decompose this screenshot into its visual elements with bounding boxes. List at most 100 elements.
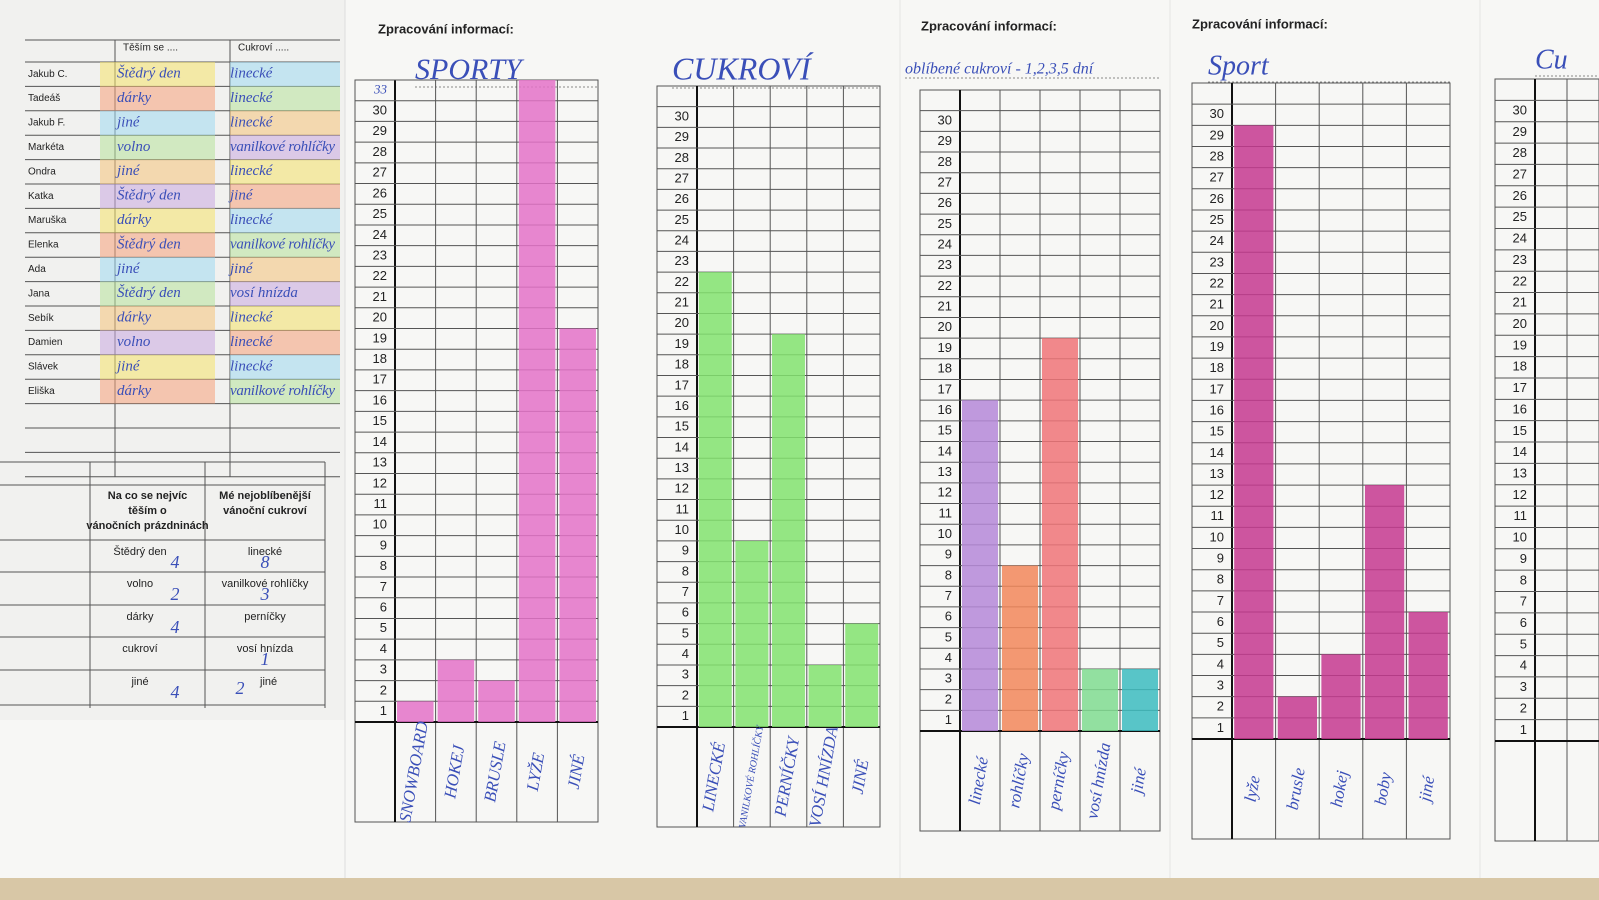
y-tick-label: 3 — [380, 662, 387, 677]
y-tick-label: 6 — [1520, 615, 1527, 630]
y-tick-label: 1 — [1520, 722, 1527, 737]
y-tick-label: 30 — [938, 112, 952, 127]
crayon — [100, 184, 215, 209]
y-tick-label: 4 — [380, 641, 387, 656]
answer: jiné — [115, 114, 141, 130]
category-label: jiné — [1127, 765, 1151, 797]
crayon — [230, 306, 340, 331]
summary-header: Na co se nejvíc těším o vánočních prázdnin… — [86, 490, 209, 532]
y-tick-label: 27 — [938, 174, 952, 189]
y-tick-label: 4 — [682, 646, 689, 661]
bar — [735, 540, 769, 727]
y-tick-label: 22 — [938, 278, 952, 293]
column-header: Cukroví ..... — [238, 43, 289, 54]
y-tick-label: 30 — [1210, 106, 1224, 121]
crayon — [100, 86, 215, 111]
name: Ada — [28, 264, 46, 275]
item: linecké — [248, 546, 282, 558]
y-tick-label: 22 — [1513, 273, 1527, 288]
y-tick-label: 15 — [1210, 424, 1224, 439]
y-tick-label: 8 — [945, 567, 952, 582]
y-tick-label: 12 — [373, 475, 387, 490]
y-tick-label: 18 — [1513, 359, 1527, 374]
y-tick-label: 1 — [945, 712, 952, 727]
answer: vanilkové rohlíčky — [230, 383, 335, 399]
y-tick-label: 4 — [1520, 658, 1527, 673]
chart-frame — [656, 85, 881, 828]
chart-title: Sport — [1208, 50, 1270, 81]
item: Štědrý den — [113, 545, 166, 558]
y-tick-label: 29 — [1513, 124, 1527, 139]
y-tick-label: 14 — [938, 443, 952, 458]
y-tick-label: 5 — [380, 620, 387, 635]
y-tick-label: 27 — [373, 165, 387, 180]
category-label: jiné — [1415, 773, 1439, 805]
answer: jiné — [228, 188, 254, 204]
answer: vosí hnízda — [230, 285, 298, 301]
answer: volno — [117, 139, 151, 155]
crayon — [100, 110, 215, 136]
y-tick-label: 18 — [938, 361, 952, 376]
y-tick-label: 14 — [675, 439, 689, 454]
y-tick-label: 8 — [380, 558, 387, 573]
bar — [962, 400, 998, 731]
y-tick-label: 1 — [682, 708, 689, 723]
y-tick-label: 11 — [1211, 508, 1225, 523]
category-label: lyže — [1241, 774, 1264, 804]
answer: linecké — [230, 334, 274, 350]
y-tick-label: 14 — [373, 434, 387, 449]
name: Damien — [28, 337, 62, 348]
name: Sebík — [28, 313, 55, 324]
answer: Štědrý den — [117, 235, 181, 252]
heading: Zpracování informací: — [921, 18, 1057, 33]
y-tick-label: 12 — [1513, 487, 1527, 502]
y-tick-label: 11 — [676, 501, 690, 516]
answer: linecké — [230, 310, 274, 326]
name: Maruška — [28, 215, 67, 226]
y-tick-label: 18 — [1210, 360, 1224, 375]
name: Eliška — [28, 386, 55, 397]
y-tick-label: 16 — [1513, 401, 1527, 416]
y-tick-label: 15 — [675, 419, 689, 434]
y-tick-label: 26 — [938, 195, 952, 210]
y-tick-label: 8 — [1520, 572, 1527, 587]
y-tick-label: 24 — [1210, 233, 1224, 248]
y-tick-label: 5 — [1217, 635, 1224, 650]
y-tick-label: 29 — [373, 123, 387, 138]
y-tick-label: 28 — [1210, 149, 1224, 164]
y-tick-label: 2 — [945, 691, 952, 706]
bar — [808, 664, 842, 727]
y-tick-label: 27 — [1513, 167, 1527, 182]
answer: jiné — [228, 261, 254, 277]
y-tick-label: 22 — [373, 268, 387, 283]
crayon — [230, 281, 340, 306]
bar — [559, 328, 596, 722]
y-tick-label: 28 — [938, 154, 952, 169]
chart-title: CUKROVÍ — [672, 50, 814, 86]
y-tick-label: 16 — [675, 398, 689, 413]
y-tick-label: 10 — [1513, 530, 1527, 545]
y-tick-label: 23 — [938, 257, 952, 272]
y-tick-label: 24 — [1513, 231, 1527, 246]
bar — [845, 623, 879, 727]
y-tick-label: 26 — [1210, 191, 1224, 206]
crayon — [100, 232, 215, 258]
y-tick-label: 19 — [1513, 337, 1527, 352]
count: 8 — [261, 552, 270, 572]
y-tick-label: 2 — [682, 687, 689, 702]
y-tick-label: 30 — [1513, 102, 1527, 117]
item: dárky — [127, 611, 154, 623]
y-tick-label: 25 — [675, 212, 689, 227]
y-tick-label: 16 — [938, 402, 952, 417]
crayon — [230, 159, 340, 184]
answer: vanilkové rohlíčky — [230, 236, 335, 252]
crayon — [100, 379, 215, 404]
count: 2 — [236, 678, 245, 698]
bar — [1042, 338, 1078, 731]
bar — [1234, 125, 1274, 740]
crayon — [100, 208, 215, 233]
crayon — [230, 257, 340, 282]
y-tick-label: 15 — [1513, 423, 1527, 438]
